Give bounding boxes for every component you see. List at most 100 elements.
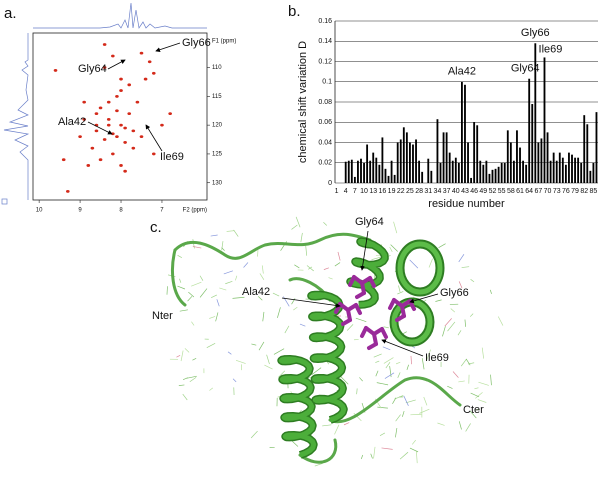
- side-chain: [396, 415, 401, 422]
- x-tick-label: 34: [434, 188, 442, 195]
- peak-annotation: Gly66: [182, 37, 211, 49]
- x-tick-label: 25: [406, 188, 414, 195]
- side-chain: [437, 423, 444, 425]
- x-tick-label: 31: [424, 188, 432, 195]
- bar: [381, 137, 383, 183]
- x-tick-label: 61: [516, 188, 524, 195]
- side-chain: [307, 266, 314, 271]
- bar: [440, 163, 442, 183]
- side-chain: [338, 252, 340, 261]
- side-chain: [422, 358, 424, 369]
- x-tick-label: 82: [580, 188, 588, 195]
- side-chain: [260, 273, 264, 279]
- side-chain: [419, 409, 429, 413]
- bar: [400, 139, 402, 183]
- peak: [78, 135, 82, 138]
- bar: [363, 163, 365, 183]
- side-chain: [259, 342, 264, 350]
- side-chain: [407, 365, 409, 370]
- bar: [492, 170, 494, 183]
- side-chain: [386, 362, 390, 368]
- side-chain: [458, 330, 461, 335]
- side-chain: [458, 381, 464, 382]
- bar-annotation: Ala42: [448, 66, 476, 78]
- x-tick-label: 4: [344, 188, 348, 195]
- bar: [586, 124, 588, 183]
- y-axis-label: F1 (ppm): [212, 39, 236, 45]
- side-chain: [383, 347, 390, 350]
- side-chain: [179, 279, 180, 283]
- x-tick-label: 19: [388, 188, 396, 195]
- residue-stick: [362, 328, 366, 336]
- side-chain: [273, 293, 279, 296]
- peak: [103, 43, 107, 46]
- peak: [123, 141, 127, 144]
- y-tick-label: 0.16: [318, 18, 332, 25]
- side-chain: [188, 292, 194, 297]
- bar: [354, 177, 356, 183]
- side-chain: [410, 260, 418, 268]
- side-chain: [183, 378, 188, 380]
- bar: [467, 143, 469, 184]
- bar: [489, 174, 491, 183]
- side-chain: [416, 451, 417, 463]
- bar: [577, 158, 579, 183]
- x-tick-label: 73: [553, 188, 561, 195]
- bar: [516, 130, 518, 183]
- side-chain: [402, 411, 404, 417]
- bar: [394, 175, 396, 183]
- bar: [357, 161, 359, 183]
- side-chain: [217, 299, 219, 306]
- side-chain: [478, 382, 488, 385]
- side-chain: [209, 388, 212, 391]
- side-chain: [376, 371, 378, 376]
- bar: [409, 143, 411, 184]
- side-chain: [412, 440, 415, 444]
- side-chain: [471, 279, 474, 282]
- side-chain: [482, 348, 483, 359]
- peak: [123, 170, 127, 173]
- side-chain: [167, 286, 168, 294]
- peak: [148, 60, 152, 63]
- side-chain: [424, 397, 427, 405]
- side-chain: [491, 375, 492, 386]
- bar: [430, 171, 432, 183]
- bar: [360, 159, 362, 183]
- side-chain: [461, 359, 466, 366]
- annotation-arrow: [146, 125, 162, 151]
- bar: [388, 176, 390, 183]
- side-chain: [209, 316, 215, 318]
- side-chain: [359, 377, 362, 381]
- y-tick-label: 0.1: [322, 79, 332, 86]
- side-chain: [211, 235, 218, 236]
- residue-stick: [343, 320, 350, 324]
- x-tick-label: 85: [590, 188, 598, 195]
- side-chain: [356, 318, 366, 321]
- side-chain: [410, 414, 421, 415]
- side-chain: [235, 276, 236, 281]
- x-tick-label: 43: [461, 188, 469, 195]
- bar: [351, 160, 353, 183]
- residue-label: Ala42: [242, 286, 270, 298]
- side-chain: [190, 377, 196, 381]
- side-chain: [292, 441, 298, 446]
- side-chain: [285, 326, 289, 333]
- side-chain: [396, 362, 400, 364]
- x-tick-label: 10: [36, 208, 43, 214]
- bar: [391, 161, 393, 183]
- side-chain: [394, 222, 397, 233]
- x-tick-label: 37: [443, 188, 451, 195]
- x-tick-label: 76: [562, 188, 570, 195]
- y-tick-label: 125: [212, 152, 223, 158]
- helix-end-on-hi: [400, 244, 440, 292]
- bar: [528, 79, 530, 183]
- peak: [115, 109, 119, 112]
- panel-label: b.: [288, 3, 301, 20]
- side-chain: [374, 354, 382, 357]
- peak: [66, 190, 70, 193]
- bar: [592, 163, 594, 183]
- bar: [571, 155, 573, 183]
- peak: [82, 101, 86, 104]
- bar: [476, 125, 478, 183]
